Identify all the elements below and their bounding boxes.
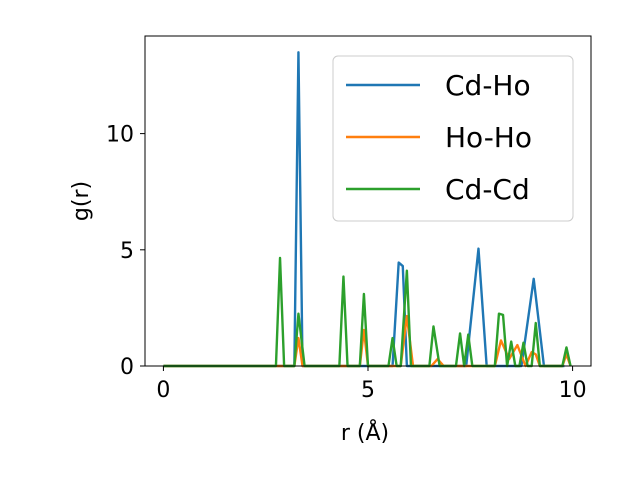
legend-label-3: Cd-Cd: [445, 173, 530, 206]
x-tick-label: 5: [361, 378, 375, 403]
legend-label-1: Cd-Ho: [445, 69, 531, 102]
series-line-3: [163, 256, 572, 368]
y-axis-title: g(r): [69, 181, 94, 221]
y-tick-label: 5: [120, 239, 134, 264]
x-tick-label: 0: [156, 378, 170, 403]
x-axis-title: r (Å): [341, 419, 389, 446]
x-tick-label: 10: [559, 378, 587, 403]
legend: Cd-Ho Ho-Ho Cd-Cd: [332, 55, 574, 222]
y-tick-label: 0: [120, 355, 134, 380]
legend-label-2: Ho-Ho: [445, 121, 532, 154]
y-tick-label: 10: [106, 123, 134, 148]
axes: 0 5 10 0 5 10 r (Å) g(r): [69, 35, 592, 446]
legend-box: [332, 55, 574, 222]
